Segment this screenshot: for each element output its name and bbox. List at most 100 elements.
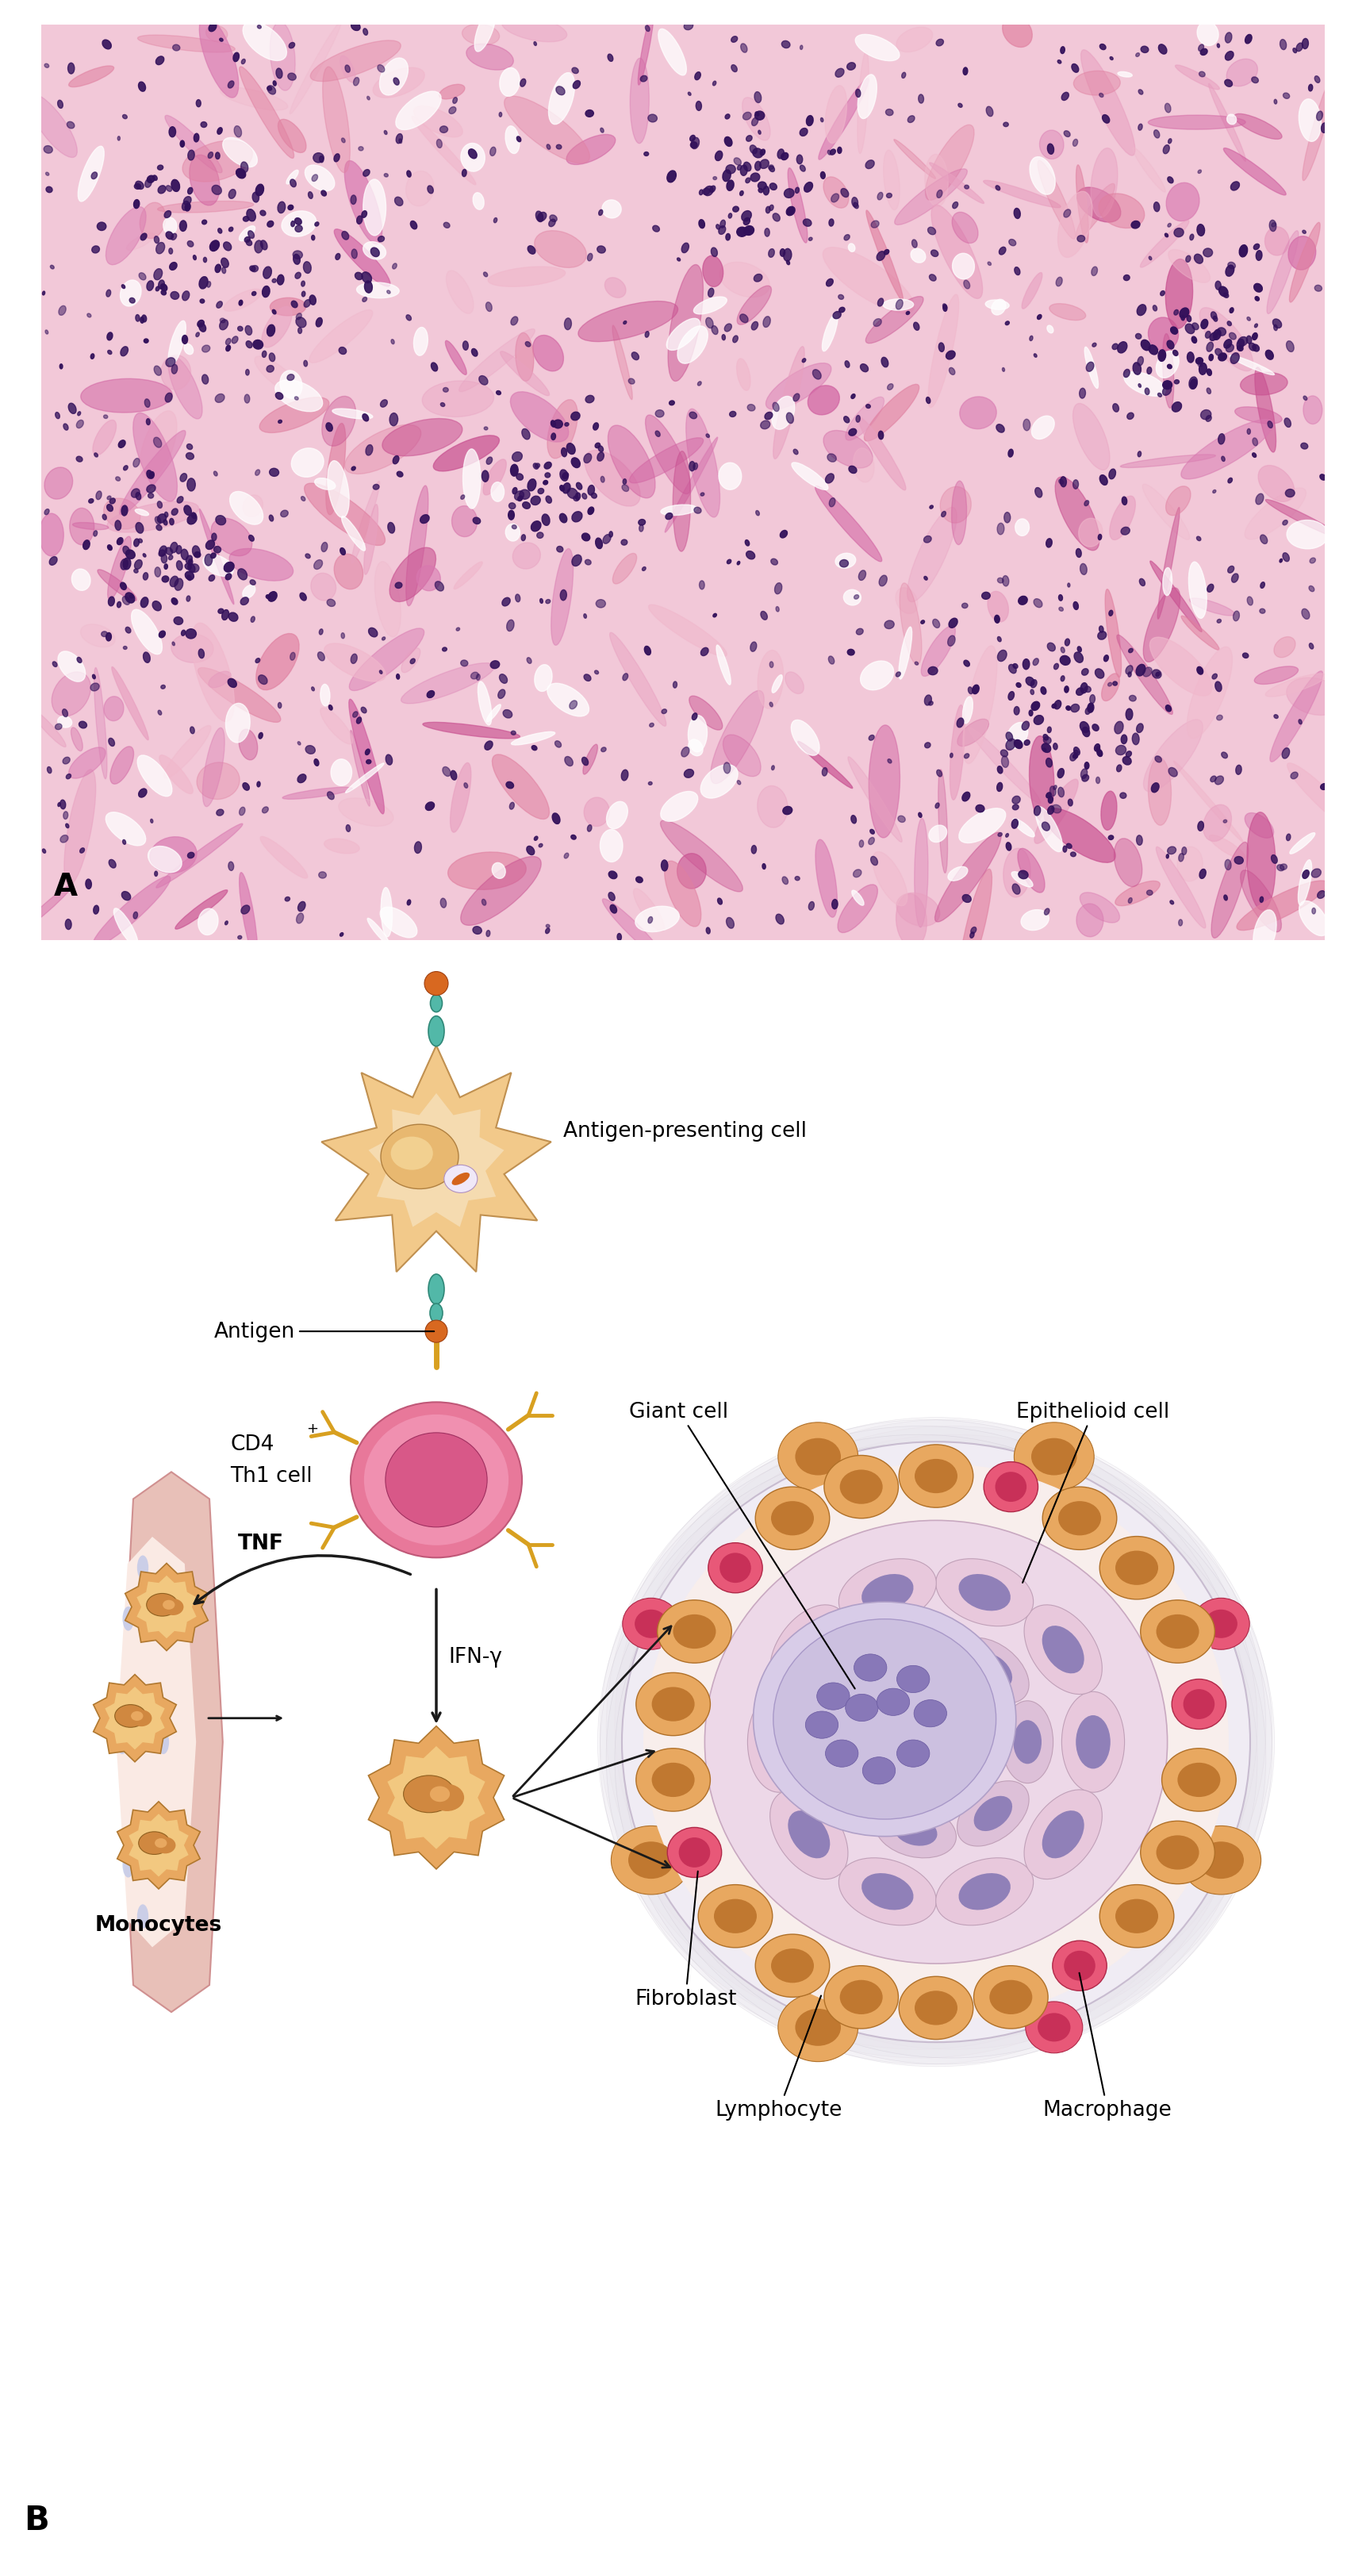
Ellipse shape	[44, 147, 52, 155]
Ellipse shape	[1041, 688, 1046, 696]
Ellipse shape	[160, 546, 167, 556]
Ellipse shape	[331, 760, 352, 786]
Ellipse shape	[117, 137, 120, 142]
Ellipse shape	[1268, 422, 1273, 428]
Ellipse shape	[169, 250, 172, 255]
Ellipse shape	[881, 358, 888, 368]
Ellipse shape	[974, 1795, 1012, 1832]
Ellipse shape	[123, 598, 130, 605]
Ellipse shape	[870, 858, 878, 866]
Ellipse shape	[496, 392, 501, 397]
Ellipse shape	[611, 904, 617, 914]
Ellipse shape	[76, 456, 82, 464]
Ellipse shape	[171, 234, 176, 240]
Ellipse shape	[335, 554, 363, 590]
Ellipse shape	[428, 185, 433, 193]
Ellipse shape	[239, 873, 257, 958]
Ellipse shape	[280, 371, 302, 399]
Ellipse shape	[108, 598, 115, 605]
Ellipse shape	[184, 204, 190, 211]
Ellipse shape	[724, 325, 732, 332]
Polygon shape	[120, 1473, 223, 2012]
Ellipse shape	[250, 580, 255, 585]
Ellipse shape	[720, 263, 769, 299]
Ellipse shape	[968, 729, 1041, 804]
Ellipse shape	[146, 471, 153, 479]
Ellipse shape	[363, 180, 387, 237]
Ellipse shape	[1003, 368, 1004, 371]
Ellipse shape	[146, 1595, 178, 1615]
Ellipse shape	[963, 647, 997, 765]
Ellipse shape	[339, 799, 393, 827]
Ellipse shape	[673, 1615, 716, 1649]
Ellipse shape	[1100, 44, 1106, 52]
Ellipse shape	[723, 170, 731, 183]
Ellipse shape	[623, 322, 627, 325]
Ellipse shape	[929, 701, 933, 706]
Ellipse shape	[1079, 389, 1086, 399]
Ellipse shape	[520, 80, 526, 88]
Ellipse shape	[1042, 822, 1049, 832]
Ellipse shape	[915, 662, 918, 665]
Ellipse shape	[800, 46, 803, 52]
Ellipse shape	[550, 420, 556, 428]
Ellipse shape	[295, 273, 301, 278]
Polygon shape	[117, 1801, 201, 1888]
Ellipse shape	[1201, 49, 1208, 57]
Ellipse shape	[740, 165, 747, 175]
Ellipse shape	[381, 889, 392, 938]
Ellipse shape	[1227, 116, 1236, 126]
Ellipse shape	[276, 70, 283, 80]
Ellipse shape	[389, 549, 436, 603]
Ellipse shape	[135, 492, 141, 500]
Ellipse shape	[921, 621, 925, 623]
Ellipse shape	[682, 245, 688, 252]
Ellipse shape	[775, 582, 781, 595]
Ellipse shape	[186, 556, 193, 564]
Ellipse shape	[161, 355, 191, 392]
Ellipse shape	[1014, 739, 1023, 750]
Ellipse shape	[1213, 317, 1217, 322]
Ellipse shape	[102, 41, 111, 49]
Ellipse shape	[928, 667, 937, 675]
Ellipse shape	[93, 876, 171, 948]
Ellipse shape	[824, 1965, 899, 2030]
Ellipse shape	[855, 36, 900, 62]
Ellipse shape	[684, 23, 693, 31]
Ellipse shape	[703, 188, 713, 196]
Ellipse shape	[936, 39, 944, 46]
Ellipse shape	[641, 77, 647, 82]
Ellipse shape	[187, 188, 193, 196]
Ellipse shape	[667, 319, 701, 350]
Ellipse shape	[273, 82, 276, 88]
Ellipse shape	[1001, 757, 1008, 768]
Ellipse shape	[243, 23, 287, 62]
Ellipse shape	[1231, 183, 1239, 191]
Ellipse shape	[660, 822, 743, 891]
Text: CD4: CD4	[229, 1435, 275, 1455]
Ellipse shape	[430, 994, 443, 1012]
Ellipse shape	[1056, 278, 1063, 286]
Ellipse shape	[596, 538, 602, 549]
Ellipse shape	[1224, 294, 1228, 299]
Ellipse shape	[1152, 783, 1158, 793]
Ellipse shape	[182, 631, 186, 636]
Ellipse shape	[826, 278, 833, 286]
Ellipse shape	[113, 909, 138, 948]
Ellipse shape	[182, 335, 187, 345]
Ellipse shape	[216, 515, 225, 526]
Ellipse shape	[302, 291, 305, 296]
Ellipse shape	[769, 183, 777, 191]
Ellipse shape	[880, 577, 887, 587]
Ellipse shape	[694, 464, 698, 471]
Ellipse shape	[1228, 263, 1235, 270]
Ellipse shape	[46, 188, 52, 193]
Ellipse shape	[511, 392, 568, 443]
Ellipse shape	[781, 41, 790, 49]
Ellipse shape	[668, 1826, 721, 1878]
Ellipse shape	[637, 1672, 710, 1736]
Ellipse shape	[380, 59, 408, 95]
Ellipse shape	[649, 605, 727, 657]
Ellipse shape	[126, 592, 135, 603]
Ellipse shape	[925, 155, 948, 206]
